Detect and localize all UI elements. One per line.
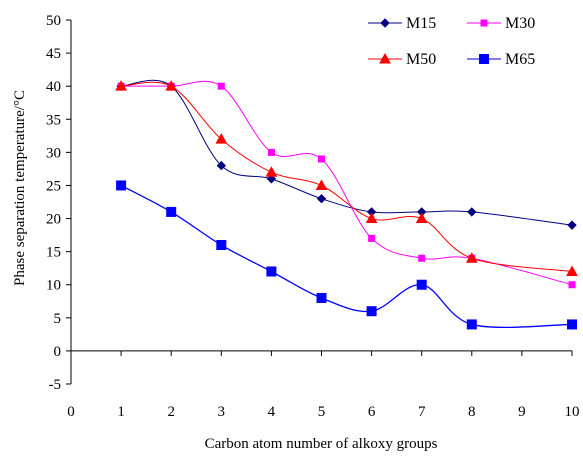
data-point-m30 (318, 155, 325, 163)
series-lines (115, 79, 578, 330)
x-tick-label: 9 (518, 404, 526, 420)
legend: M15 M30 M50 M65 (368, 15, 535, 68)
series-m65 (116, 180, 577, 330)
x-tick-label: 1 (117, 404, 125, 420)
y-tick-label: 5 (54, 311, 62, 327)
legend-item-m50: M50 (368, 51, 436, 68)
legend-item-m30: M30 (467, 15, 535, 32)
data-point-m65 (316, 292, 327, 303)
legend-label-m50: M50 (406, 51, 436, 68)
data-point-m15 (467, 207, 477, 217)
data-point-m50 (165, 80, 178, 91)
x-tick-label: 8 (468, 404, 476, 420)
data-point-m50 (215, 133, 228, 144)
legend-marker-m65 (479, 54, 489, 64)
data-point-m65 (567, 319, 577, 330)
y-tick-label: -5 (49, 377, 62, 393)
legend-item-m65: M65 (467, 51, 535, 68)
x-tick-label: 3 (218, 404, 226, 420)
data-point-m50 (365, 212, 378, 224)
data-point-m65 (166, 206, 177, 217)
data-point-m15 (216, 160, 227, 171)
data-point-m15 (567, 220, 577, 230)
data-point-m50 (315, 179, 328, 190)
x-axis-title: Carbon atom number of alkoxy groups (205, 436, 438, 452)
data-point-m50 (415, 212, 428, 224)
series-m30 (117, 80, 576, 289)
x-tick-label: 10 (565, 404, 580, 420)
y-tick-label: 50 (46, 13, 61, 29)
data-point-m65 (216, 240, 227, 251)
data-point-m65 (266, 266, 277, 277)
data-point-m65 (416, 279, 427, 290)
legend-item-m15: M15 (368, 15, 436, 32)
legend-label-m65: M65 (505, 51, 535, 68)
data-point-m50 (465, 252, 478, 263)
x-tick-label: 2 (167, 404, 175, 420)
x-tick-label: 5 (318, 404, 326, 420)
legend-marker-m15 (380, 18, 390, 28)
data-point-m30 (267, 148, 275, 156)
data-point-m30 (418, 254, 426, 262)
data-point-m15 (316, 193, 327, 204)
y-axis-title: Phase separation temperature/°C (12, 90, 28, 286)
legend-marker-m50 (379, 52, 391, 64)
data-point-m65 (366, 306, 377, 317)
y-tick-label: 40 (46, 79, 61, 95)
y-tick-label: 0 (54, 344, 62, 360)
data-point-m15 (266, 174, 277, 184)
series-m15 (116, 79, 577, 230)
x-tick-label: 7 (418, 404, 426, 420)
data-point-m50 (265, 166, 278, 177)
data-point-m50 (115, 80, 127, 91)
x-tick-label: 6 (368, 404, 376, 420)
legend-marker-m30 (480, 19, 488, 27)
legend-label-m30: M30 (505, 15, 535, 32)
legend-label-m15: M15 (406, 15, 436, 32)
y-tick-label: 20 (46, 212, 61, 228)
data-point-m50 (566, 265, 578, 276)
y-tick-label: 35 (46, 112, 61, 128)
data-point-m65 (466, 319, 477, 330)
data-point-m30 (368, 234, 376, 242)
x-tick-label: 0 (67, 404, 75, 420)
y-tick-label: 15 (46, 245, 61, 261)
data-point-m65 (116, 180, 127, 191)
y-tick-label: 25 (46, 178, 61, 194)
y-tick-label: 30 (46, 145, 61, 161)
data-point-m30 (217, 82, 225, 90)
y-tick-label: 45 (46, 46, 61, 62)
x-tick-label: 4 (268, 404, 276, 420)
series-m50 (115, 80, 578, 276)
data-point-m30 (568, 281, 576, 289)
y-tick-label: 10 (46, 278, 61, 294)
